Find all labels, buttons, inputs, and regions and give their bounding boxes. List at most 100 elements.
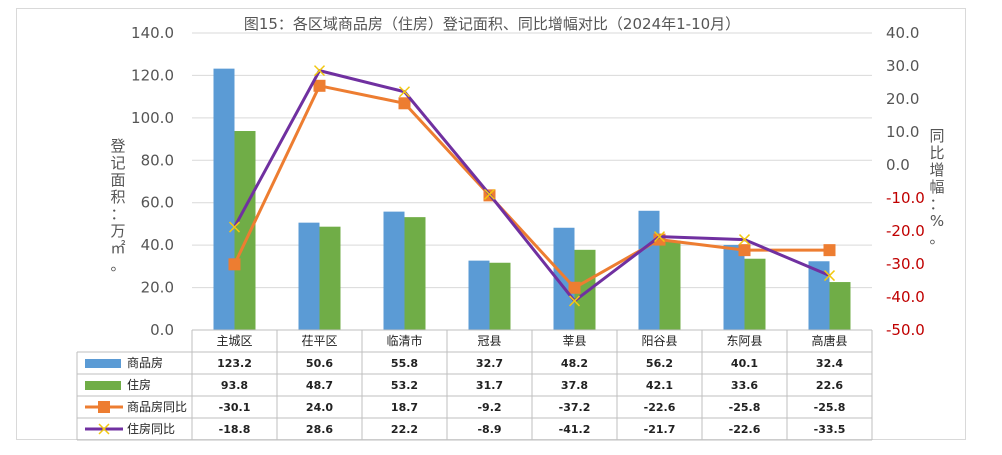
data-label: -8.9 bbox=[477, 423, 501, 436]
bar-住房 bbox=[659, 240, 681, 330]
data-label: 33.6 bbox=[731, 379, 758, 392]
chart-title: 图15：各区域商品房（住房）登记面积、同比增幅对比（2024年1-10月） bbox=[244, 15, 740, 33]
marker-商品房同比 bbox=[98, 401, 110, 413]
right-tick-label: 30.0 bbox=[886, 57, 919, 75]
left-axis-title-char: 。 bbox=[110, 256, 125, 274]
legend-label: 商品房同比 bbox=[127, 399, 187, 414]
right-tick-label: -30.0 bbox=[886, 255, 925, 273]
category-label: 东阿县 bbox=[726, 334, 762, 348]
data-label: -25.8 bbox=[729, 401, 761, 414]
bar-商品房 bbox=[468, 260, 490, 330]
left-axis-title-char: 积 bbox=[110, 188, 125, 206]
right-tick-label: 20.0 bbox=[886, 90, 919, 108]
bar-住房 bbox=[234, 131, 256, 330]
bar-住房 bbox=[829, 282, 851, 330]
marker-商品房同比 bbox=[823, 244, 836, 257]
bar-住房 bbox=[489, 262, 511, 330]
data-label: 18.7 bbox=[391, 401, 418, 414]
bar-住房 bbox=[404, 217, 426, 330]
bars bbox=[213, 68, 851, 330]
legend-label: 商品房 bbox=[127, 355, 163, 370]
right-axis-title-char: 比 bbox=[929, 144, 944, 162]
marker-商品房同比 bbox=[228, 258, 241, 271]
data-label: 93.8 bbox=[221, 379, 248, 392]
bar-住房 bbox=[744, 258, 766, 330]
marker-住房同比 bbox=[653, 231, 666, 243]
data-label: -25.8 bbox=[814, 401, 846, 414]
data-label: 22.2 bbox=[391, 423, 418, 436]
left-axis-title: 登记面积：万㎡。 bbox=[110, 137, 125, 274]
right-axis-ticks: -50.0 -40.0 -30.0 -20.0 -10.0 0.0 10.0 20.0 30.0… bbox=[886, 24, 925, 339]
marker-住房同比 bbox=[483, 188, 496, 200]
data-label: -41.2 bbox=[559, 423, 591, 436]
right-axis-title-char: 幅 bbox=[929, 178, 944, 196]
data-label: 50.6 bbox=[306, 357, 333, 370]
marker-住房同比 bbox=[568, 295, 581, 307]
right-axis-title-char: % bbox=[930, 212, 944, 230]
marker-住房同比 bbox=[313, 65, 326, 77]
category-label: 临清市 bbox=[386, 333, 422, 348]
marker-商品房同比 bbox=[313, 79, 326, 92]
data-label: 31.7 bbox=[476, 379, 503, 392]
marker-商品房同比 bbox=[398, 97, 411, 110]
right-axis-title-char: 同 bbox=[929, 127, 944, 145]
chart-frame: 图15：各区域商品房（住房）登记面积、同比增幅对比（2024年1-10月） 0.… bbox=[16, 8, 966, 441]
legend-label: 住房 bbox=[127, 377, 151, 392]
data-label: 48.2 bbox=[561, 357, 588, 370]
data-label: 32.7 bbox=[476, 357, 503, 370]
bar-商品房 bbox=[553, 227, 575, 330]
marker-商品房同比 bbox=[568, 281, 581, 294]
data-label: 24.0 bbox=[306, 401, 333, 414]
right-tick-label: 40.0 bbox=[886, 24, 919, 42]
bar-商品房 bbox=[638, 210, 660, 330]
right-axis-title-char: ： bbox=[929, 195, 944, 213]
left-axis-title-char: 万 bbox=[110, 222, 125, 240]
right-tick-label: -40.0 bbox=[886, 288, 925, 306]
data-label: -18.8 bbox=[219, 423, 251, 436]
left-tick-label: 40.0 bbox=[141, 236, 174, 254]
marker-住房同比 bbox=[738, 234, 751, 246]
marker-住房同比 bbox=[823, 270, 836, 282]
category-label: 主城区 bbox=[216, 334, 252, 348]
category-label: 高唐县 bbox=[811, 333, 847, 348]
data-label: 53.2 bbox=[391, 379, 418, 392]
data-label: -22.6 bbox=[729, 423, 761, 436]
left-tick-label: 80.0 bbox=[141, 151, 174, 169]
right-tick-label: 10.0 bbox=[886, 123, 919, 141]
legend-key-住房 bbox=[85, 381, 121, 390]
right-tick-label: -50.0 bbox=[886, 321, 925, 339]
left-axis-title-char: 记 bbox=[110, 154, 125, 172]
left-tick-label: 20.0 bbox=[141, 279, 174, 297]
right-axis-title: 同比增幅：%。 bbox=[929, 127, 944, 247]
data-label: -9.2 bbox=[477, 401, 501, 414]
category-label: 阳谷县 bbox=[641, 334, 677, 348]
right-tick-label: -10.0 bbox=[886, 189, 925, 207]
data-label: 123.2 bbox=[217, 357, 252, 370]
gridlines bbox=[192, 32, 872, 331]
lines bbox=[228, 65, 836, 307]
left-axis-title-char: 面 bbox=[110, 171, 125, 189]
data-label: -33.5 bbox=[814, 423, 846, 436]
left-tick-label: 140.0 bbox=[131, 24, 174, 42]
line-商品房同比 bbox=[233, 84, 830, 290]
bar-商品房 bbox=[298, 222, 320, 330]
left-tick-label: 60.0 bbox=[141, 194, 174, 212]
bar-商品房 bbox=[723, 244, 745, 330]
marker-住房同比 bbox=[228, 221, 241, 233]
left-tick-label: 120.0 bbox=[131, 66, 174, 84]
data-label: 28.6 bbox=[306, 423, 333, 436]
marker-住房同比 bbox=[98, 423, 110, 435]
bar-住房 bbox=[574, 249, 596, 330]
category-label: 茌平区 bbox=[301, 334, 337, 348]
chart: 图15：各区域商品房（住房）登记面积、同比增幅对比（2024年1-10月） 0.… bbox=[76, 15, 945, 441]
data-label: 37.8 bbox=[561, 379, 588, 392]
right-tick-label: 0.0 bbox=[886, 156, 910, 174]
data-label: -30.1 bbox=[219, 401, 251, 414]
marker-商品房同比 bbox=[738, 244, 751, 257]
data-label: 48.7 bbox=[306, 379, 333, 392]
bar-商品房 bbox=[213, 68, 235, 330]
left-axis-title-char: ㎡ bbox=[110, 239, 125, 257]
data-label: 56.2 bbox=[646, 357, 673, 370]
right-axis-title-char: 增 bbox=[929, 161, 944, 179]
left-axis-title-char: 登 bbox=[110, 137, 125, 155]
